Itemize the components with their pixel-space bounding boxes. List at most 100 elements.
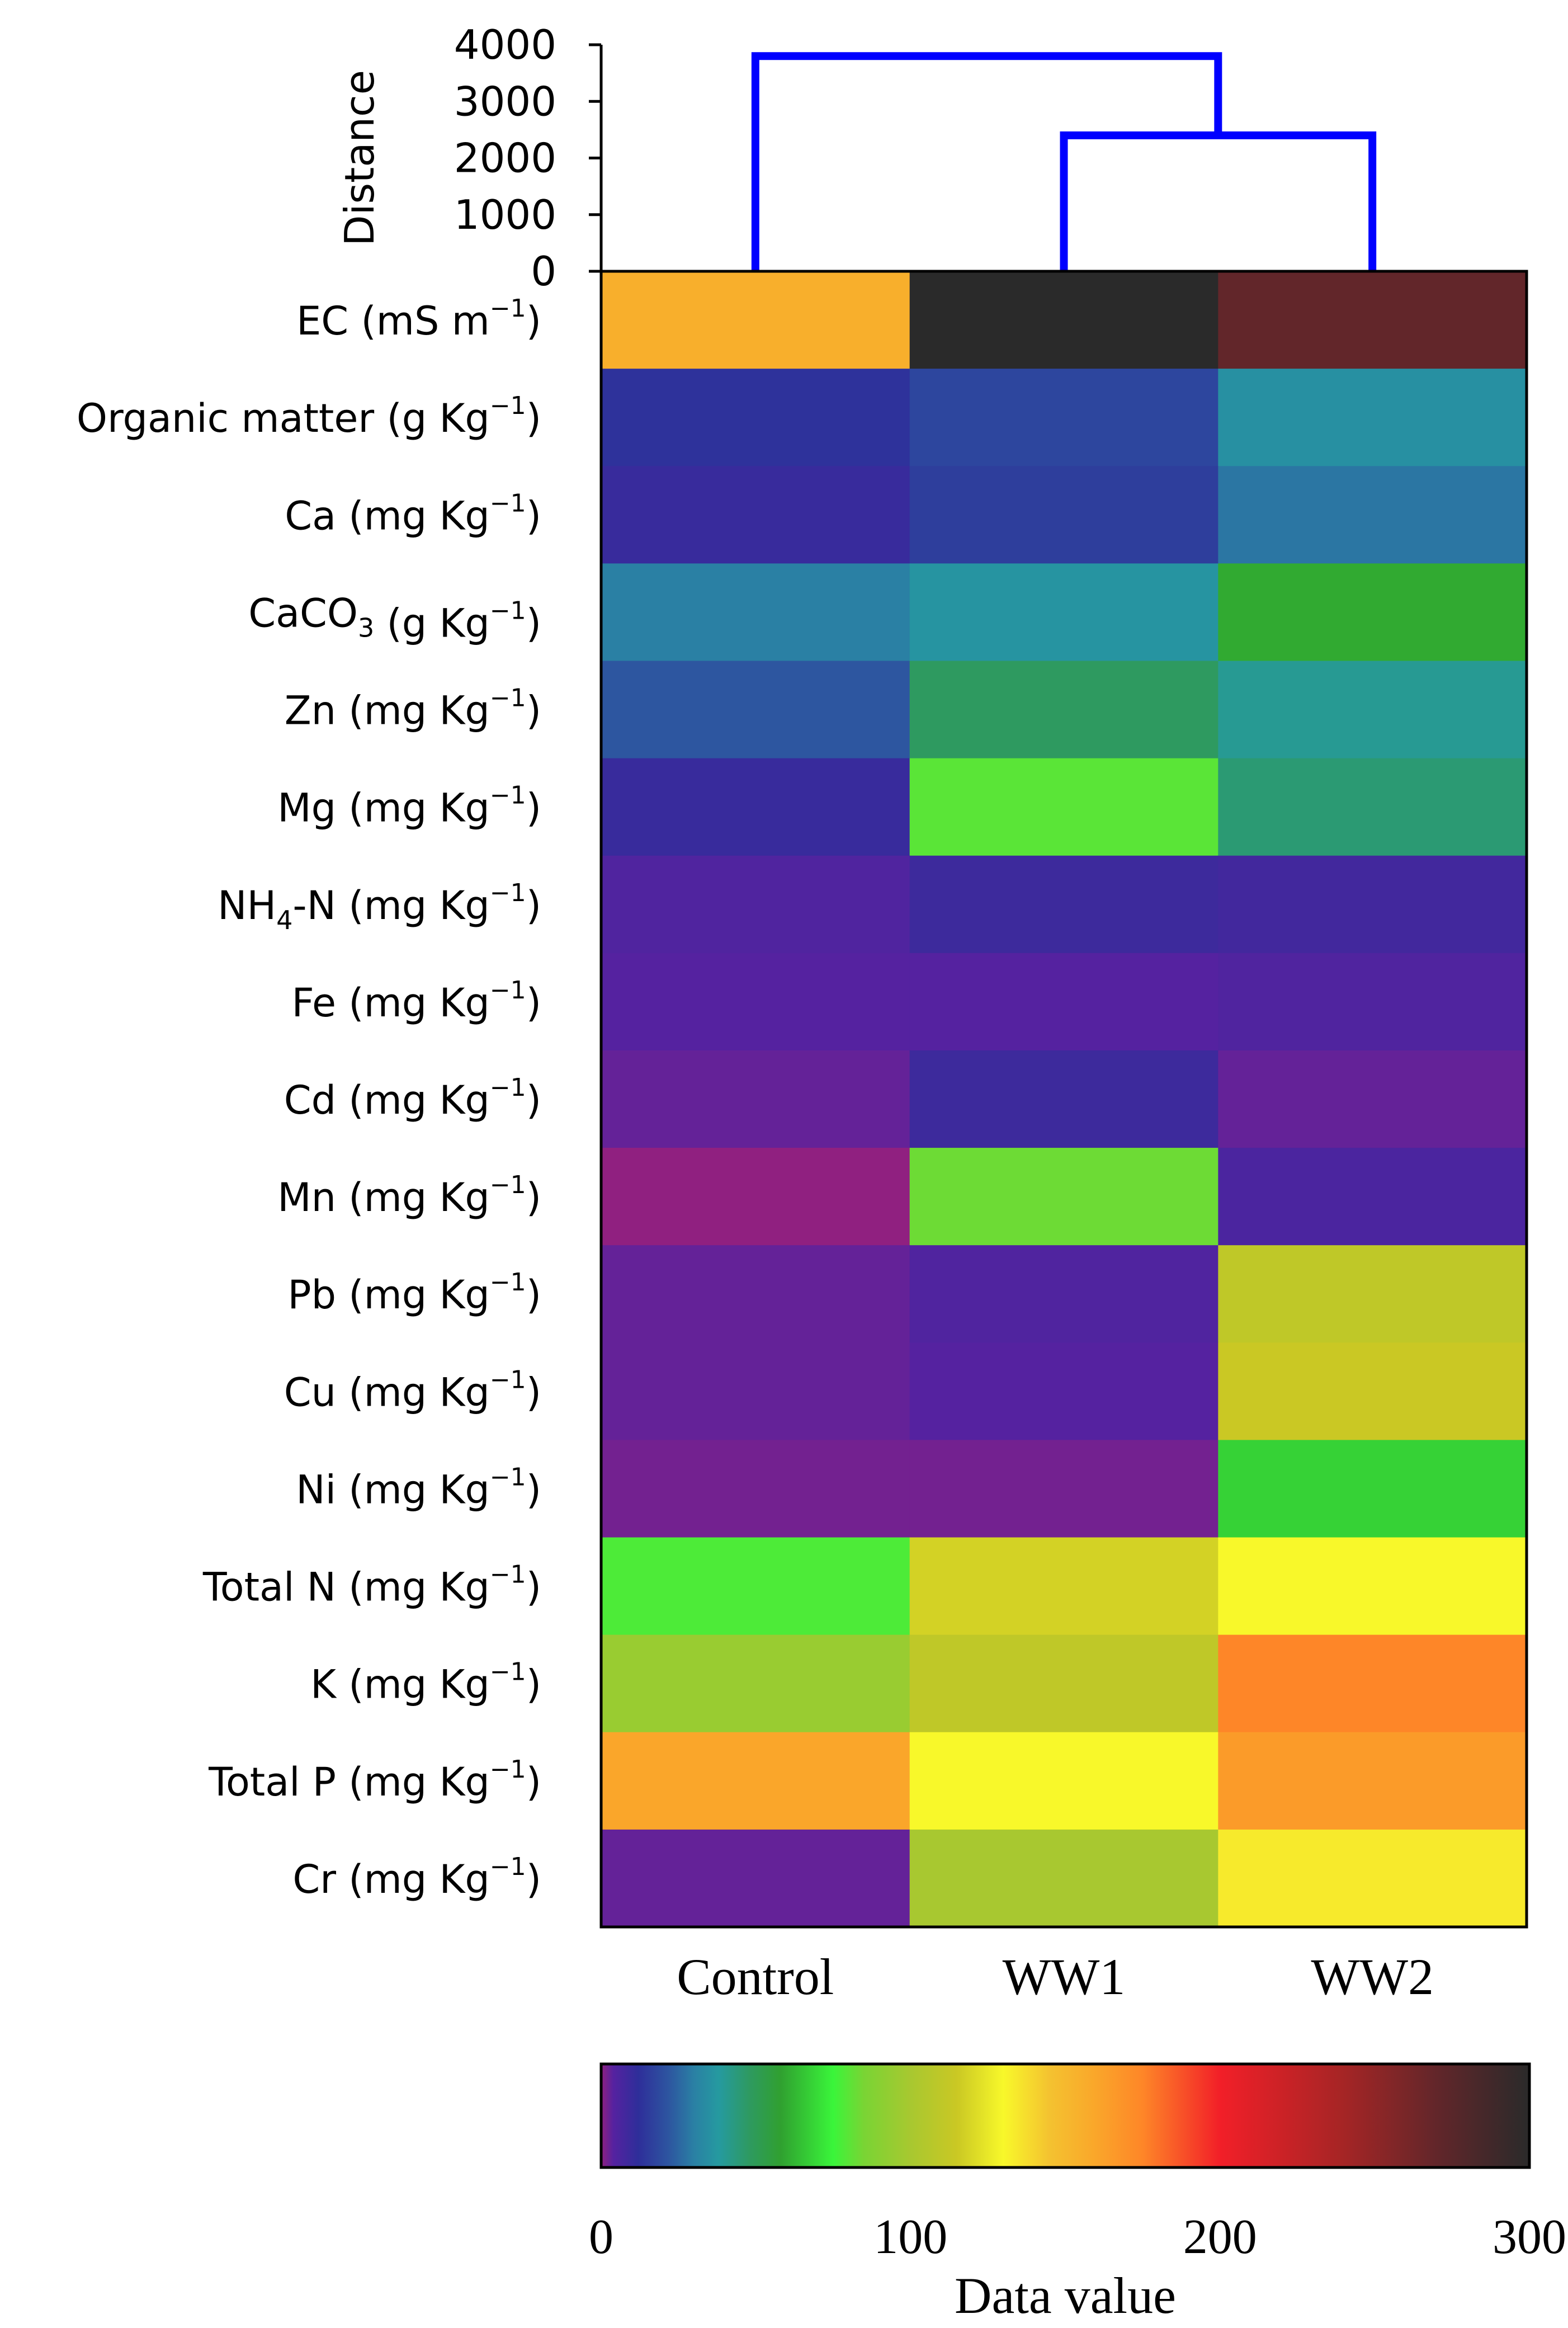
cell-k-ww2 xyxy=(1218,1634,1527,1733)
row-label-text: ) xyxy=(526,980,541,1026)
row-label-name: Mn xyxy=(277,1175,336,1220)
row-label-text: ( xyxy=(374,395,402,441)
cell-mn-control xyxy=(601,1148,910,1246)
row-label-subscript: 3 xyxy=(358,612,374,643)
row-label-text: ) xyxy=(526,1272,541,1318)
row-label-text: ( xyxy=(336,1272,364,1318)
row-label-unit: mg Kg xyxy=(364,1272,490,1318)
row-label-unit: g Kg xyxy=(402,395,490,441)
row-label-unit: mg Kg xyxy=(364,1369,490,1415)
row-label-text: ( xyxy=(336,1077,364,1123)
row-label-superscript: −1 xyxy=(490,1365,526,1394)
row-label-superscript: −1 xyxy=(490,489,526,517)
dendrogram-branch-ww1-ww2 xyxy=(1060,131,1377,271)
cell-zn-ww2 xyxy=(1218,661,1527,759)
row-label-text: ( xyxy=(336,1564,364,1610)
row-label-unit: mg Kg xyxy=(364,1662,490,1708)
cell-k-control xyxy=(601,1634,910,1733)
colorbar-tick-label-200: 200 xyxy=(1183,2210,1257,2264)
row-label-superscript: −1 xyxy=(490,294,526,323)
row-label-name: Mg xyxy=(277,785,336,831)
cell-pb-control xyxy=(601,1245,910,1343)
row-label-name: Cu xyxy=(284,1369,336,1415)
cell-cr-ww2 xyxy=(1218,1829,1527,1928)
row-label-nh4-n: NH4-N (mg Kg−1) xyxy=(218,879,541,935)
row-label-unit: mg Kg xyxy=(364,785,490,831)
row-label-name: Total P xyxy=(208,1759,336,1805)
row-label-text: ) xyxy=(526,298,541,344)
row-label-text: ( xyxy=(374,600,402,646)
row-label-name: Cr xyxy=(292,1856,336,1902)
dendrogram-branch-control xyxy=(751,52,1222,271)
cell-organic-matter-control xyxy=(601,369,910,466)
cell-ni-ww2 xyxy=(1218,1440,1527,1538)
row-label-unit: mg Kg xyxy=(364,1175,490,1220)
row-label-unit: g Kg xyxy=(402,600,490,646)
cell-cr-ww1 xyxy=(909,1829,1218,1928)
row-label-text: ) xyxy=(526,1662,541,1708)
row-label-text: ) xyxy=(526,1564,541,1610)
row-label-text: ) xyxy=(526,1077,541,1123)
dendrogram-tick-label-4000: 4000 xyxy=(454,21,556,68)
row-label-unit: mg Kg xyxy=(364,1856,490,1902)
row-label-superscript: −1 xyxy=(490,1755,526,1784)
row-label-text: ( xyxy=(336,1856,364,1902)
row-label-ni: Ni (mg Kg−1) xyxy=(296,1463,541,1513)
row-label-superscript: −1 xyxy=(490,596,526,625)
heatmap-frame xyxy=(599,270,1528,1929)
row-label-mg: Mg (mg Kg−1) xyxy=(277,781,541,831)
colorbar-bar xyxy=(599,2062,1531,2169)
row-label-text: ) xyxy=(526,1856,541,1902)
cell-caco3-ww2 xyxy=(1218,563,1527,662)
row-label-caco3: CaCO3 (g Kg−1) xyxy=(248,590,541,646)
row-label-unit: mS m xyxy=(376,298,490,344)
column-labels: Control WW1 WW2 xyxy=(677,1948,1434,2005)
cell-caco3-control xyxy=(601,563,910,662)
row-label-superscript: −1 xyxy=(490,1171,526,1199)
row-label-text: ) xyxy=(526,600,541,646)
column-label-ww2: WW2 xyxy=(1311,1948,1434,2005)
row-label-unit: mg Kg xyxy=(364,1564,490,1610)
cell-pb-ww1 xyxy=(909,1245,1218,1343)
row-label-name: Organic matter xyxy=(77,395,375,441)
row-label-text: ( xyxy=(336,1175,364,1220)
cell-nh4-n-ww1 xyxy=(909,855,1218,954)
cell-cu-control xyxy=(601,1342,910,1441)
row-label-unit: mg Kg xyxy=(364,1467,490,1513)
row-label-text: ) xyxy=(526,493,541,539)
cell-total-p-ww2 xyxy=(1218,1732,1527,1830)
cell-ni-control xyxy=(601,1440,910,1538)
row-label-text: ( xyxy=(336,785,364,831)
cell-mg-ww2 xyxy=(1218,758,1527,856)
colorbar-tick-label-300: 300 xyxy=(1493,2210,1566,2264)
row-label-superscript: −1 xyxy=(490,1268,526,1297)
row-label-superscript: −1 xyxy=(490,781,526,810)
cell-ca-control xyxy=(601,466,910,564)
heatmap-cells xyxy=(601,271,1527,1928)
cell-organic-matter-ww2 xyxy=(1218,369,1527,466)
cell-mg-ww1 xyxy=(909,758,1218,856)
dendrogram-tree xyxy=(751,52,1377,271)
row-label-total-p: Total P (mg Kg−1) xyxy=(208,1755,541,1805)
cell-nh4-n-control xyxy=(601,855,910,954)
row-label-superscript: −1 xyxy=(490,1658,526,1686)
cell-total-n-ww1 xyxy=(909,1537,1218,1636)
row-label-text: -N xyxy=(292,883,336,929)
row-label-name: K xyxy=(310,1662,337,1708)
cell-caco3-ww1 xyxy=(909,563,1218,662)
cell-cd-ww1 xyxy=(909,1050,1218,1148)
row-label-unit: mg Kg xyxy=(364,688,490,734)
cell-fe-control xyxy=(601,953,910,1051)
row-label-name: NH xyxy=(218,883,276,929)
cell-organic-matter-ww1 xyxy=(909,369,1218,466)
cell-cu-ww2 xyxy=(1218,1342,1527,1441)
row-label-superscript: −1 xyxy=(490,1463,526,1492)
row-label-text: ( xyxy=(336,688,364,734)
row-label-k: K (mg Kg−1) xyxy=(310,1658,541,1708)
row-label-superscript: −1 xyxy=(490,1853,526,1881)
row-label-text: ( xyxy=(336,883,364,929)
row-label-cu: Cu (mg Kg−1) xyxy=(284,1365,541,1415)
cell-cd-control xyxy=(601,1050,910,1148)
cell-cd-ww2 xyxy=(1218,1050,1527,1148)
